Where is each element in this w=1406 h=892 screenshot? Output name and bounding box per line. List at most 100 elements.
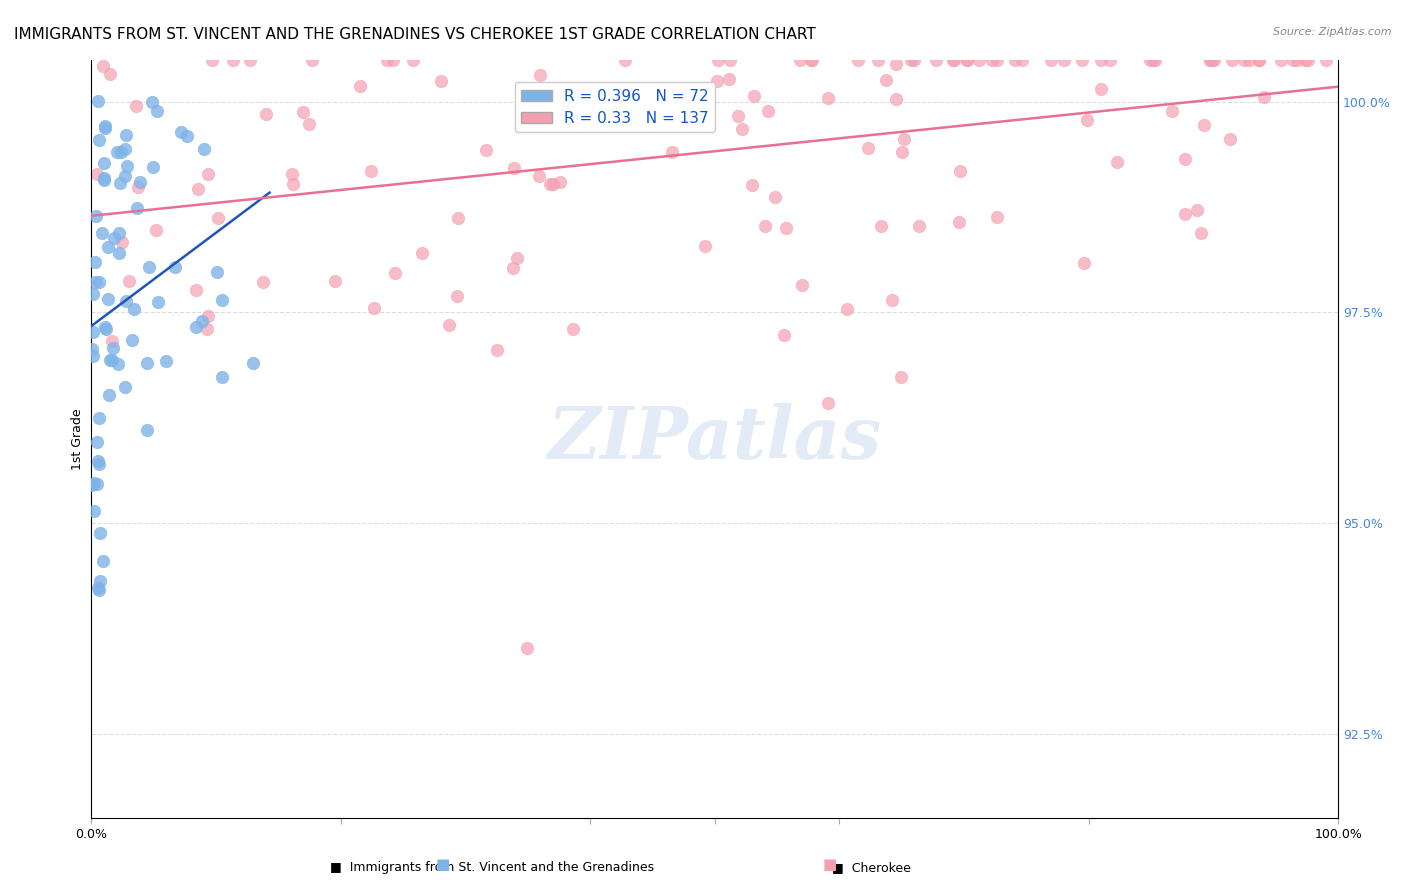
Point — [1011, 53, 1033, 67]
Point — [254, 107, 277, 121]
Point — [516, 641, 538, 656]
Point — [943, 53, 966, 67]
Point — [485, 343, 508, 358]
Point — [89, 275, 111, 289]
Point — [756, 103, 779, 118]
Point — [1192, 118, 1215, 132]
Point — [1253, 90, 1275, 104]
Point — [101, 334, 124, 348]
Point — [801, 53, 824, 67]
Point — [197, 167, 219, 181]
Point — [108, 246, 131, 260]
Y-axis label: 1st Grade: 1st Grade — [72, 408, 84, 469]
Point — [1199, 53, 1222, 67]
Point — [187, 182, 209, 196]
Point — [446, 289, 468, 303]
Point — [772, 328, 794, 343]
Point — [706, 74, 728, 88]
Point — [1143, 53, 1166, 67]
Text: ■  Cherokee: ■ Cherokee — [832, 861, 911, 874]
Point — [97, 292, 120, 306]
Text: IMMIGRANTS FROM ST. VINCENT AND THE GRENADINES VS CHEROKEE 1ST GRADE CORRELATION: IMMIGRANTS FROM ST. VINCENT AND THE GREN… — [14, 27, 815, 42]
Point — [981, 53, 1004, 67]
Point — [155, 354, 177, 368]
Point — [695, 239, 717, 253]
Point — [986, 210, 1008, 224]
Point — [211, 293, 233, 308]
Point — [1004, 53, 1026, 67]
Point — [890, 145, 912, 160]
Point — [146, 103, 169, 118]
Point — [817, 396, 839, 410]
Point — [87, 457, 110, 471]
Point — [89, 525, 111, 540]
Point — [115, 294, 138, 309]
Point — [135, 423, 157, 437]
Point — [114, 128, 136, 142]
Point — [207, 211, 229, 225]
Point — [1073, 256, 1095, 270]
Point — [105, 145, 128, 159]
Text: Source: ZipAtlas.com: Source: ZipAtlas.com — [1274, 27, 1392, 37]
Point — [1296, 53, 1319, 67]
Point — [87, 133, 110, 147]
Point — [211, 370, 233, 384]
Point — [252, 275, 274, 289]
Point — [222, 53, 245, 67]
Point — [742, 88, 765, 103]
Point — [207, 265, 229, 279]
Point — [165, 260, 187, 274]
Point — [89, 583, 111, 598]
Point — [817, 91, 839, 105]
Point — [121, 333, 143, 347]
Point — [614, 53, 637, 67]
Point — [548, 175, 571, 189]
Point — [856, 141, 879, 155]
Point — [86, 435, 108, 450]
Point — [93, 173, 115, 187]
Point — [138, 260, 160, 274]
Point — [84, 255, 107, 269]
Point — [170, 125, 193, 139]
Point — [101, 353, 124, 368]
Point — [1090, 53, 1112, 67]
Point — [83, 504, 105, 518]
Point — [1282, 53, 1305, 67]
Point — [381, 53, 404, 67]
Point — [84, 209, 107, 223]
Point — [800, 53, 823, 67]
Point — [969, 53, 991, 67]
Point — [837, 302, 859, 317]
Point — [790, 278, 813, 293]
Point — [86, 477, 108, 491]
Point — [82, 287, 104, 301]
Point — [103, 231, 125, 245]
Point — [884, 57, 907, 71]
Point — [1187, 202, 1209, 217]
Point — [100, 67, 122, 81]
Point — [197, 309, 219, 323]
Point — [903, 53, 925, 67]
Point — [384, 266, 406, 280]
Text: ■: ■ — [823, 857, 837, 872]
Point — [907, 219, 929, 233]
Point — [1139, 53, 1161, 67]
Point — [1220, 53, 1243, 67]
Point — [1099, 53, 1122, 67]
Point — [375, 53, 398, 67]
Point — [765, 190, 787, 204]
Point — [1237, 53, 1260, 67]
Point — [323, 274, 346, 288]
Point — [925, 53, 948, 67]
Point — [447, 211, 470, 225]
Point — [900, 53, 922, 67]
Point — [195, 322, 218, 336]
Point — [145, 223, 167, 237]
Point — [1315, 53, 1337, 67]
Point — [127, 179, 149, 194]
Point — [1201, 53, 1223, 67]
Point — [107, 357, 129, 371]
Point — [718, 53, 741, 67]
Point — [538, 177, 561, 191]
Point — [110, 235, 132, 249]
